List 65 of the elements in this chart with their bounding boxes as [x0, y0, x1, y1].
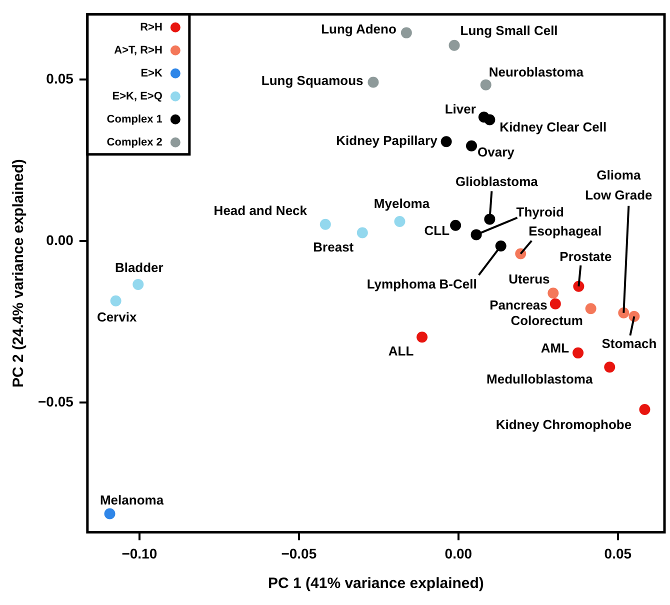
x-axis-title: PC 1 (41% variance explained) — [268, 575, 484, 592]
annotation: Lung Adeno — [321, 21, 396, 36]
annotation: Kidney Papillary — [336, 133, 438, 148]
point — [448, 40, 460, 51]
y-tick-label: 0.00 — [46, 232, 74, 248]
annotation: ALL — [388, 344, 414, 359]
annotation: Head and Neck — [214, 202, 308, 218]
point — [416, 332, 428, 343]
point — [394, 216, 406, 227]
annotation: Cervix — [96, 309, 138, 324]
x-tick-label: −0.10 — [122, 545, 158, 562]
annotation: Neuroblastoma — [488, 64, 584, 80]
annotation: Thyroid — [516, 204, 564, 220]
point — [440, 136, 452, 148]
point — [480, 79, 492, 90]
annotation: Myeloma — [374, 196, 430, 212]
annotation: Medulloblastoma — [486, 372, 594, 387]
point — [572, 347, 584, 358]
x-tick-label: 0.00 — [444, 545, 472, 562]
point — [132, 278, 144, 290]
annotation: AML — [540, 340, 570, 356]
point — [320, 218, 331, 230]
legend-label: Complex 1 — [106, 113, 162, 126]
annotation: Bladder — [114, 260, 164, 276]
legend-label: Complex 2 — [106, 136, 162, 148]
annotation: Glioblastoma — [456, 174, 539, 189]
annotation: Lung Small Cell — [460, 22, 558, 38]
point — [639, 404, 650, 415]
annotation: Prostate — [560, 248, 612, 264]
point — [368, 76, 379, 88]
legend-label: R>H — [140, 21, 162, 34]
annotation: CLL — [424, 222, 450, 238]
x-tick-label: −0.05 — [281, 545, 317, 562]
y-tick-label: −0.05 — [38, 394, 74, 410]
y-tick-label: 0.05 — [46, 70, 74, 87]
annotation: Liver — [444, 102, 476, 117]
point — [585, 303, 596, 314]
y-axis-title: PC 2 (24.4% variance explained) — [10, 159, 28, 388]
annotation: Colorectum — [510, 313, 583, 328]
annotation: Kidney Chromophobe — [496, 417, 632, 432]
point — [110, 295, 122, 306]
annotation: Lymphoma B-Cell — [366, 276, 477, 292]
annotation: Pancreas — [490, 297, 548, 312]
legend-label: E>K, E>Q — [112, 90, 163, 102]
annotation: Melanoma — [100, 492, 164, 508]
annotation: Uterus — [508, 272, 550, 287]
point — [550, 298, 561, 310]
annotation: Ovary — [478, 144, 516, 160]
legend-label: A>T, R>H — [114, 44, 162, 56]
annotation: Stomach — [602, 336, 657, 351]
annotation: Esophageal — [528, 223, 602, 238]
point — [356, 227, 368, 238]
legend-label: E>K — [140, 67, 162, 80]
annotation: Lung Squamous — [261, 72, 364, 88]
point — [548, 288, 559, 299]
annotation: Kidney Clear Cell — [500, 119, 607, 134]
point — [466, 140, 478, 152]
annotation: Glioma Low Grade — [585, 167, 652, 202]
point — [484, 114, 496, 126]
point — [604, 362, 616, 373]
point — [104, 508, 116, 520]
x-tick-label: 0.05 — [604, 545, 632, 562]
point — [400, 27, 412, 38]
annotation: Breast — [313, 239, 354, 254]
point — [450, 220, 462, 231]
